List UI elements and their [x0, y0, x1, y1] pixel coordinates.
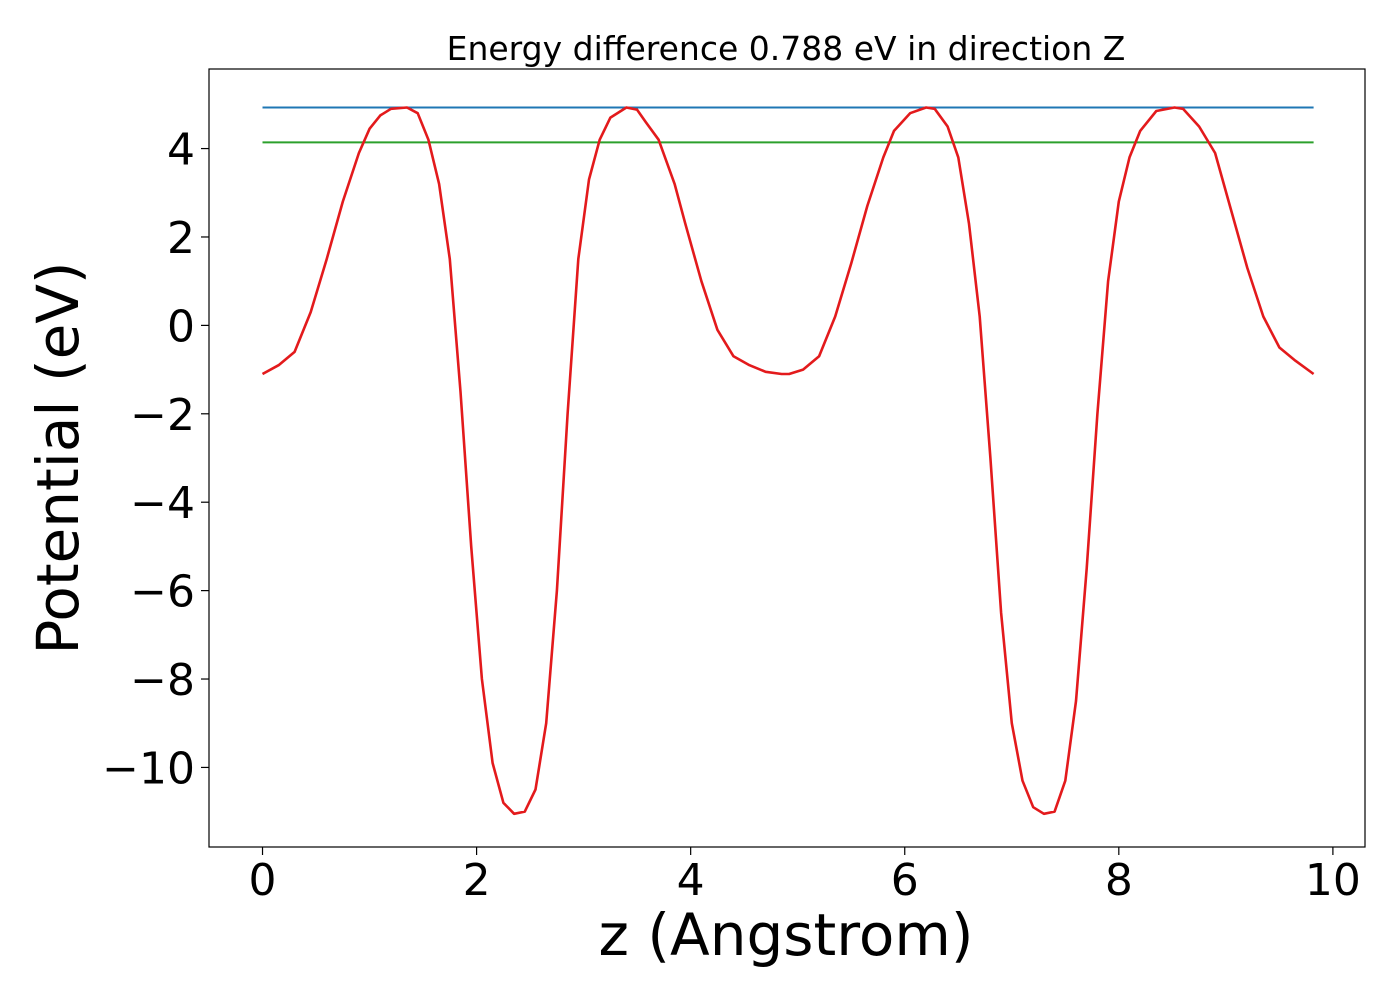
y-tick-label: 0 [167, 301, 195, 352]
x-tick-label: 8 [1105, 855, 1133, 906]
x-tick-label: 10 [1305, 855, 1361, 906]
x-tick-label: 2 [463, 855, 491, 906]
y-tick-label: −6 [130, 567, 195, 618]
y-tick-label: −4 [130, 478, 195, 529]
series-line-3 [261, 106, 1315, 816]
plot-frame [208, 68, 1366, 848]
x-tick-label: 6 [891, 855, 919, 906]
y-tick-label: 4 [167, 125, 195, 176]
y-tick-label: −8 [130, 655, 195, 706]
x-axis-label: z (Angstrom) [599, 901, 974, 969]
x-tick-label: 4 [677, 855, 705, 906]
y-tick-label: −10 [102, 743, 195, 794]
y-axis-label: Potential (eV) [24, 261, 92, 654]
plot-area [261, 106, 1315, 816]
y-tick-label: 2 [167, 213, 195, 264]
x-tick-label: 0 [249, 855, 277, 906]
x-axis: 0 2 4 6 8 10 [249, 847, 1361, 906]
y-tick-label: −2 [130, 390, 195, 441]
chart-title: Energy difference 0.788 eV in direction … [447, 29, 1126, 68]
y-axis: 4 2 0 −2 −4 −6 −8 −10 [102, 125, 209, 794]
